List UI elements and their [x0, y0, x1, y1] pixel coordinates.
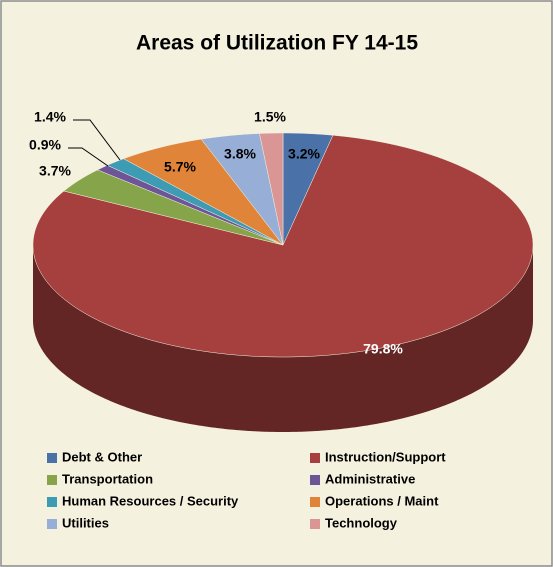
slice	[63, 169, 284, 246]
data-label: 1.4%	[34, 109, 66, 125]
slice	[259, 132, 284, 246]
slice	[32, 134, 534, 358]
data-label: 1.5%	[254, 109, 286, 125]
legend-label: Operations / Maint	[325, 493, 439, 508]
slice-side	[33, 245, 533, 432]
leader-line	[73, 119, 121, 161]
legend-label: Administrative	[325, 471, 415, 486]
data-label: 3.2%	[288, 146, 320, 162]
data-label: 0.9%	[29, 137, 61, 153]
slice	[106, 158, 284, 246]
legend-swatch	[310, 497, 320, 507]
data-label: 5.7%	[164, 159, 196, 175]
legend-label: Utilities	[62, 515, 109, 530]
legend-swatch	[310, 453, 320, 463]
chart-title: Areas of Utilization FY 14-15	[136, 32, 418, 55]
legend-label: Technology	[325, 515, 398, 530]
legend-label: Human Resources / Security	[62, 493, 239, 508]
data-label: 79.8%	[363, 341, 403, 357]
legend-swatch	[310, 475, 320, 485]
legend-swatch	[47, 497, 57, 507]
legend-swatch	[47, 475, 57, 485]
legend-swatch	[47, 519, 57, 529]
legend-label: Debt & Other	[62, 449, 142, 464]
legend-swatch	[47, 453, 57, 463]
slice	[123, 138, 284, 246]
legend-label: Instruction/Support	[325, 449, 446, 464]
leader-line	[68, 147, 109, 167]
legend-swatch	[310, 519, 320, 529]
slice	[200, 133, 284, 246]
data-label: 3.8%	[224, 146, 256, 162]
legend-label: Transportation	[62, 471, 153, 486]
data-label: 3.7%	[39, 163, 71, 179]
